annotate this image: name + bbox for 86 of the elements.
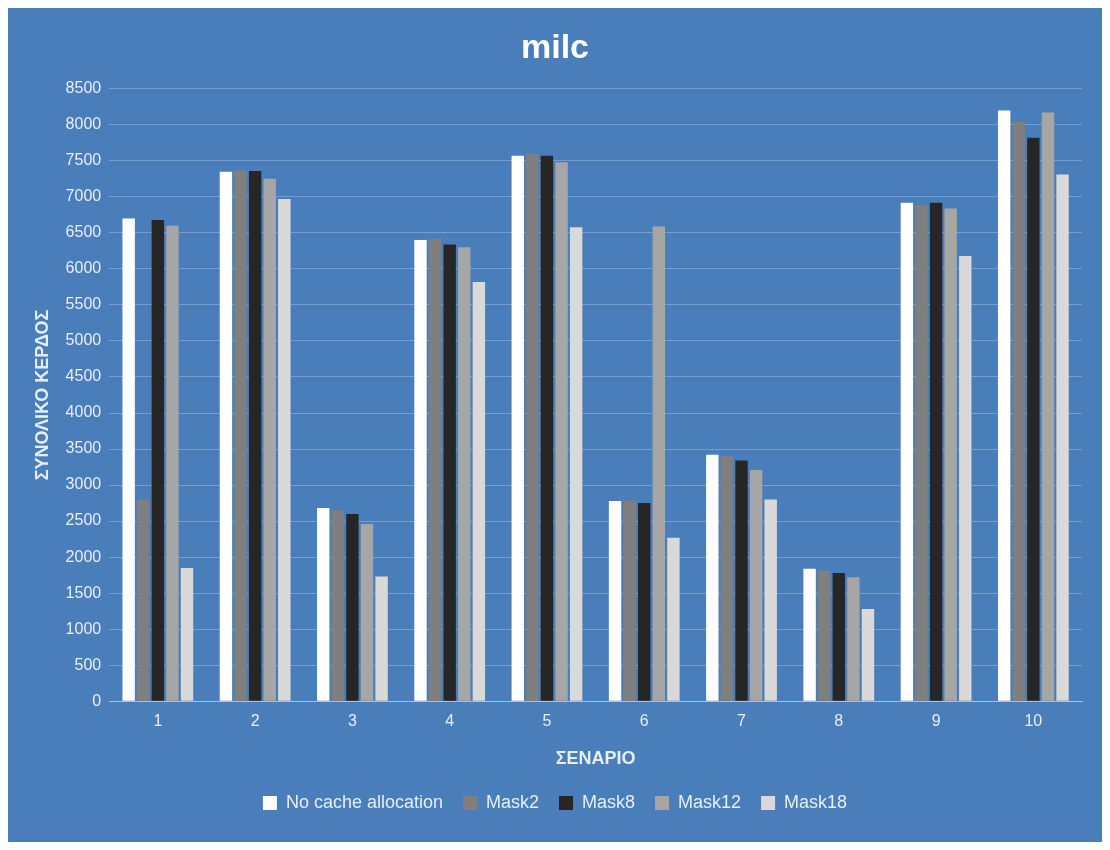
legend-label: Mask12 xyxy=(678,791,742,812)
chart-title: milc xyxy=(520,26,590,65)
y-tick-label: 5500 xyxy=(65,295,102,313)
bar xyxy=(219,171,233,701)
x-tick-label: 2 xyxy=(250,712,260,730)
legend-label: Mask2 xyxy=(486,791,540,812)
y-axis-title: ΣΥΝΟΛΙΚΟ ΚΕΡΔΟΣ xyxy=(31,309,52,481)
bar xyxy=(959,255,972,701)
bar xyxy=(667,537,680,701)
y-tick-label: 0 xyxy=(92,691,102,709)
bar xyxy=(720,456,734,701)
bar xyxy=(1041,112,1055,701)
legend-label: No cache allocation xyxy=(285,791,444,812)
x-tick-label: 8 xyxy=(834,712,844,730)
bar xyxy=(278,199,291,701)
x-tick-label: 10 xyxy=(1024,712,1043,730)
bar xyxy=(1012,121,1025,701)
bar xyxy=(847,577,860,701)
bar xyxy=(900,202,914,701)
bar xyxy=(428,238,442,701)
bar xyxy=(317,508,330,701)
bar xyxy=(346,513,359,701)
bar xyxy=(929,202,943,701)
bar xyxy=(803,568,816,701)
bar xyxy=(1027,137,1040,701)
y-tick-label: 1000 xyxy=(65,619,102,637)
bar xyxy=(526,153,539,701)
x-tick-label: 3 xyxy=(347,712,357,730)
y-tick-label: 7000 xyxy=(65,187,102,205)
x-tick-label: 4 xyxy=(445,712,455,730)
bar xyxy=(166,225,179,701)
y-tick-label: 2000 xyxy=(65,547,102,565)
bar xyxy=(248,170,262,701)
bar xyxy=(472,281,486,701)
bar xyxy=(818,570,831,701)
y-tick-label: 4000 xyxy=(65,403,102,421)
bar xyxy=(735,460,748,701)
y-tick-label: 8000 xyxy=(65,115,102,133)
x-tick-label: 5 xyxy=(542,712,552,730)
y-tick-label: 5000 xyxy=(65,331,102,349)
bar xyxy=(608,500,622,701)
y-tick-label: 6000 xyxy=(65,259,102,277)
bar xyxy=(569,227,583,701)
bar xyxy=(331,510,345,701)
legend-label: Mask8 xyxy=(582,791,636,812)
y-tick-label: 3000 xyxy=(65,475,102,493)
bar xyxy=(511,155,524,701)
y-tick-label: 8500 xyxy=(65,79,102,97)
bar xyxy=(443,244,456,701)
bar xyxy=(458,247,471,701)
bar xyxy=(764,499,777,701)
bar xyxy=(915,204,928,701)
bar xyxy=(652,226,666,701)
bar xyxy=(861,608,875,701)
y-tick-label: 1500 xyxy=(65,583,102,601)
legend-label: Mask18 xyxy=(784,791,848,812)
y-tick-label: 7500 xyxy=(65,151,102,169)
x-axis-title: ΣΕΝΑΡΙΟ xyxy=(555,748,636,769)
bar xyxy=(122,218,135,701)
y-tick-label: 3500 xyxy=(65,439,102,457)
y-tick-label: 4500 xyxy=(65,367,102,385)
x-tick-label: 1 xyxy=(153,712,163,730)
y-tick-label: 2500 xyxy=(65,511,102,529)
bar xyxy=(997,110,1011,701)
bar xyxy=(263,178,276,701)
bar xyxy=(749,469,763,701)
bar xyxy=(234,170,247,701)
x-tick-label: 9 xyxy=(931,712,941,730)
y-tick-label: 500 xyxy=(74,655,102,673)
bar xyxy=(137,499,150,701)
bar xyxy=(375,576,388,701)
bar xyxy=(832,572,845,701)
bar xyxy=(360,523,374,701)
bar xyxy=(1056,174,1069,701)
bar xyxy=(638,503,651,701)
bar xyxy=(414,240,427,701)
x-tick-label: 6 xyxy=(639,712,649,730)
bar xyxy=(555,162,568,701)
bar xyxy=(623,500,636,701)
bar xyxy=(706,454,719,701)
bar xyxy=(944,208,957,701)
y-tick-label: 6500 xyxy=(65,223,102,241)
bar xyxy=(151,219,165,701)
x-tick-label: 7 xyxy=(737,712,747,730)
bar xyxy=(180,567,194,701)
bar xyxy=(540,155,554,701)
